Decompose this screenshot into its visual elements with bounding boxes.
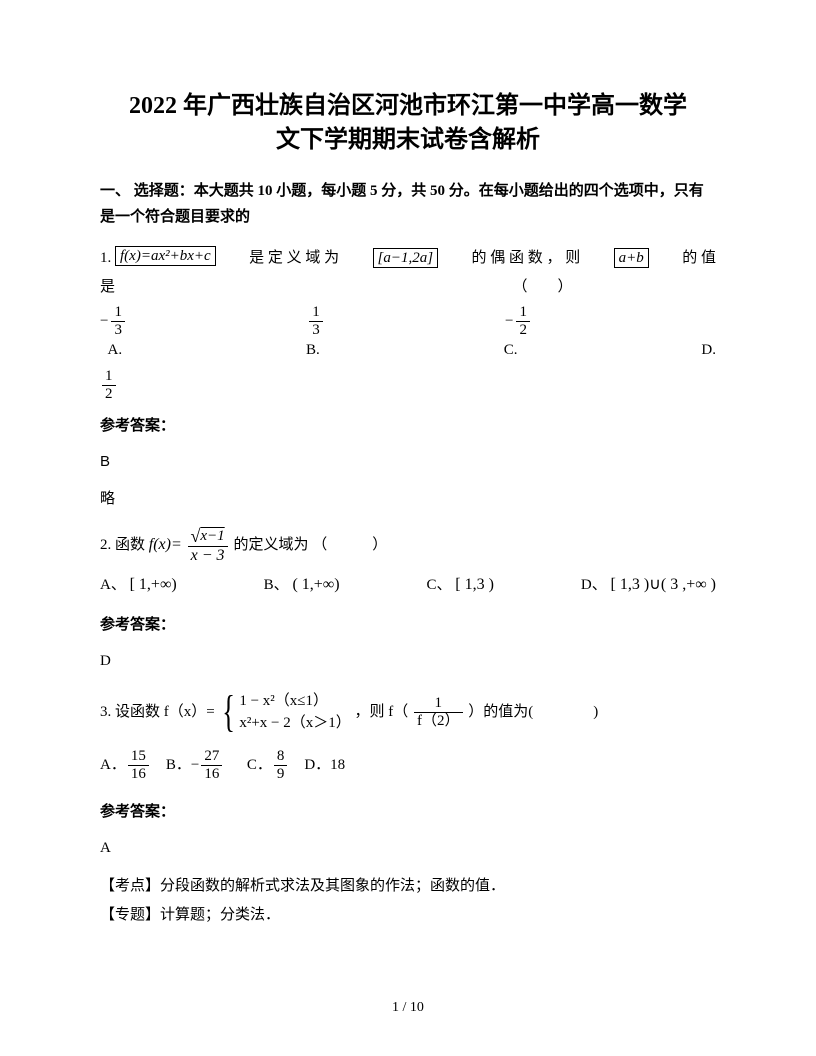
- fraction-icon: 13: [111, 305, 125, 338]
- q3-prefix: 3. 设函数 f（x）=: [100, 704, 218, 720]
- q1-ab-box: a+b: [614, 248, 649, 268]
- q1-options-labels: A. B. C. D.: [100, 336, 716, 365]
- q2-option-b: B、 ( 1,+∞): [264, 570, 340, 600]
- fraction-icon: 1 f（2）: [414, 696, 463, 729]
- q1-option-b: 13: [307, 305, 325, 338]
- fraction-icon: 2716: [201, 749, 222, 782]
- q3-mid: ，则 f（: [355, 704, 409, 720]
- q3-post: ）的值为( ): [468, 704, 598, 720]
- q2-function: f(x)= √x−1 x − 3: [149, 527, 230, 564]
- fraction-icon: 12: [516, 305, 530, 338]
- q2-option-a: A、 [ 1,+∞): [100, 570, 177, 600]
- question-1: 1. f(x)=ax²+bx+c 是 定 义 域 为 [a−1,2a] 的 偶 …: [100, 244, 716, 513]
- q2-suffix: 的定义域为 （ ）: [233, 537, 387, 553]
- brace-icon: {: [223, 690, 236, 734]
- q1-text-a: 是 定 义 域 为: [249, 244, 339, 273]
- question-3: 3. 设函数 f（x）= { 1 − x²（x≤1） x²+x − 2（x＞1）…: [100, 690, 716, 929]
- q2-answer-value: D: [100, 647, 716, 676]
- q1-answer-note: 略: [100, 485, 716, 514]
- q3-answer-label: 参考答案：: [100, 798, 716, 827]
- q3-zhuanti: 【专题】计算题；分类法．: [100, 902, 716, 929]
- q3-option-d: D．18: [304, 757, 345, 773]
- q3-answer-value: A: [100, 834, 716, 863]
- title-line-1: 2022 年广西壮族自治区河池市环江第一中学高一数学: [100, 90, 716, 124]
- q2-fx-lhs: f(x)=: [149, 536, 182, 553]
- q1-domain-box: [a−1,2a]: [373, 248, 439, 268]
- fraction-icon: 13: [309, 305, 323, 338]
- q1-option-d: 12: [100, 369, 716, 402]
- q1-number: 1.: [100, 250, 111, 266]
- q2-option-d: D、 [ 1,3 )∪( 3 ,+∞ ): [581, 570, 716, 600]
- q3-kaodian: 【考点】分段函数的解析式求法及其图象的作法；函数的值．: [100, 873, 716, 900]
- q3-piecewise: { 1 − x²（x≤1） x²+x − 2（x＞1）: [218, 690, 350, 735]
- q1-label-c: C.: [504, 336, 518, 365]
- q1-a-neg: −: [100, 307, 108, 336]
- q3-option-b: B．−2716: [166, 757, 224, 773]
- q1-option-a: −13: [100, 305, 127, 338]
- q2-den: x − 3: [188, 546, 228, 564]
- q1-c-neg: −: [505, 307, 513, 336]
- q1-label-a: A.: [100, 336, 122, 365]
- q3-options: A．1516 B．−2716 C．89 D．18: [100, 749, 716, 782]
- q1-text-b: 的 偶 函 数 ， 则: [471, 244, 580, 273]
- q2-option-c: C、 [ 1,3 ): [427, 570, 494, 600]
- q3-inner-num: 1: [414, 696, 463, 712]
- q1-answer-value: B: [100, 448, 716, 477]
- q1-line2: 是 （ ）: [100, 273, 716, 302]
- q1-option-c: −12: [505, 305, 532, 338]
- exam-page: 2022 年广西壮族自治区河池市环江第一中学高一数学 文下学期期末试卷含解析 一…: [0, 0, 816, 1056]
- fraction-icon: 1516: [128, 749, 149, 782]
- q2-num-inner: x−1: [200, 528, 224, 544]
- fraction-icon: 89: [274, 749, 288, 782]
- question-2: 2. 函数 f(x)= √x−1 x − 3 的定义域为 （ ） A、 [ 1,…: [100, 527, 716, 675]
- fraction-icon: √x−1 x − 3: [188, 527, 228, 564]
- q1-answer-label: 参考答案：: [100, 412, 716, 441]
- q1-label-b: B.: [306, 336, 320, 365]
- q1-text-c: 的 值: [682, 244, 716, 273]
- page-footer: 1 / 10: [0, 1000, 816, 1016]
- q2-options: A、 [ 1,+∞) B、 ( 1,+∞) C、 [ 1,3 ) D、 [ 1,…: [100, 570, 716, 600]
- title-line-2: 文下学期期末试卷含解析: [100, 124, 716, 158]
- q2-prefix: 2. 函数: [100, 537, 149, 553]
- q3-inner-den: f（2）: [414, 712, 463, 729]
- q2-answer-label: 参考答案：: [100, 611, 716, 640]
- section-header: 一、 选择题：本大题共 10 小题，每小题 5 分，共 50 分。在每小题给出的…: [100, 179, 716, 230]
- sqrt-icon: √: [191, 526, 201, 546]
- q1-label-d: D.: [701, 336, 716, 365]
- q1-fx-box: f(x)=ax²+bx+c: [115, 246, 216, 266]
- q1-options-row: −13 13 −12: [100, 305, 716, 338]
- q3-option-c: C．89: [247, 757, 290, 773]
- q3-case1: 1 − x²（x≤1）: [239, 690, 350, 713]
- q3-option-a: A．1516: [100, 757, 151, 773]
- q3-case2: x²+x − 2（x＞1）: [239, 712, 350, 735]
- fraction-icon: 12: [102, 369, 116, 402]
